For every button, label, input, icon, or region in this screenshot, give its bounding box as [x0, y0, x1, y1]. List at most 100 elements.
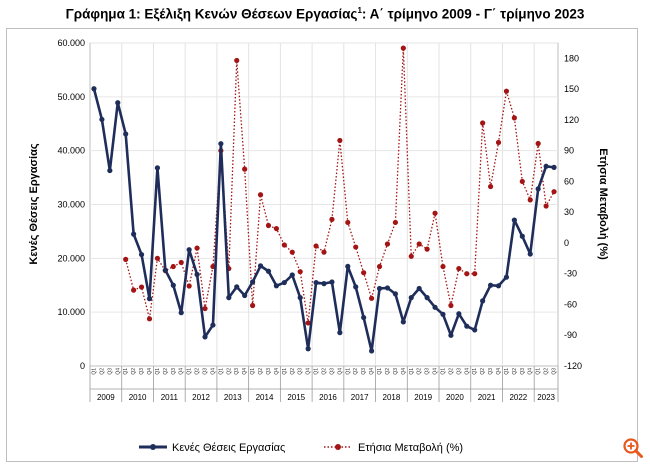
vacancies-point	[107, 167, 113, 174]
change-point	[297, 269, 303, 275]
right-tick-label: 0	[564, 238, 569, 248]
change-point	[361, 270, 367, 276]
year-label: 2013	[224, 393, 242, 402]
vacancies-point	[432, 304, 438, 310]
quarter-tick-label: Q1	[250, 368, 256, 375]
change-point	[265, 222, 272, 229]
change-point	[345, 219, 351, 226]
vacancies-point	[472, 327, 478, 333]
change-point	[424, 246, 430, 252]
legend: Κενές Θέσεις Εργασίας Ετήσια Μεταβολή (%…	[139, 442, 463, 454]
quarter-tick-label: Q4	[433, 368, 439, 375]
quarter-tick-label: Q2	[131, 368, 137, 375]
quarter-tick-label: Q4	[306, 368, 312, 375]
year-label: 2017	[351, 393, 369, 402]
change-point	[273, 225, 280, 232]
vacancies-point	[551, 164, 557, 170]
year-label: 2011	[161, 393, 179, 402]
vacancies-point	[408, 295, 414, 301]
right-tick-label: -90	[564, 330, 577, 340]
vacancies-point	[503, 274, 510, 280]
change-point	[416, 241, 422, 247]
quarter-tick-label: Q4	[242, 368, 248, 375]
quarter-tick-label: Q3	[234, 368, 240, 375]
year-label: 2016	[319, 393, 337, 402]
x-axis: 2009 2010 2011 2012 2013 2014 2015 2016 2017 2018…	[89, 366, 559, 402]
quarter-tick-label: Q3	[393, 368, 399, 375]
change-point	[464, 271, 470, 277]
vacancies-point	[218, 141, 224, 147]
change-point	[242, 166, 248, 172]
vacancies-point	[353, 284, 359, 290]
change-point	[154, 255, 161, 261]
change-point	[289, 249, 295, 255]
quarter-tick-label: Q2	[226, 368, 232, 375]
vacancies-point	[480, 298, 486, 304]
year-label: 2021	[478, 393, 496, 402]
quarter-tick-label: Q4	[115, 368, 121, 375]
quarter-tick-label: Q1	[91, 368, 97, 375]
vacancies-point	[234, 284, 240, 290]
vacancies-point	[91, 86, 97, 92]
vacancies-point	[194, 271, 200, 278]
vacancies-point	[242, 292, 248, 299]
vacancies-point	[527, 251, 533, 257]
change-point	[527, 197, 533, 203]
right-tick-label: 60	[564, 176, 574, 186]
series-annual-change	[123, 45, 557, 326]
quarter-tick-label: Q2	[353, 368, 359, 375]
legend-marker-change	[335, 444, 341, 450]
change-point	[456, 265, 462, 272]
zoom-in-icon[interactable]	[622, 437, 644, 459]
quarter-tick-label: Q1	[345, 368, 351, 375]
vacancies-point	[448, 332, 454, 338]
year-label: 2010	[129, 393, 147, 402]
vacancies-point	[115, 100, 121, 106]
quarter-tick-label: Q3	[361, 368, 367, 375]
change-point	[281, 242, 287, 248]
change-point	[551, 189, 557, 195]
left-tick-label: 60.000	[57, 38, 85, 48]
vacancies-point	[384, 285, 391, 291]
quarter-tick-label: Q1	[504, 368, 510, 375]
quarter-tick-label: Q2	[385, 368, 391, 375]
change-point	[368, 295, 375, 301]
vacancies-point	[281, 279, 287, 286]
change-point	[480, 120, 486, 126]
vacancies-point	[297, 295, 303, 301]
left-tick-label: 50.000	[57, 92, 85, 102]
change-point	[408, 253, 414, 259]
right-axis-ticks: -120 -90 -60 -30 0 30 60 90 120 150 180	[564, 53, 582, 371]
change-point	[194, 245, 200, 251]
quarter-tick-label: Q4	[147, 368, 153, 375]
vacancies-point	[321, 281, 327, 287]
year-label: 2015	[287, 393, 305, 402]
vacancies-point	[337, 330, 343, 336]
change-point	[123, 256, 129, 262]
vacancies-point	[416, 285, 422, 292]
quarter-tick-label: Q4	[496, 368, 502, 375]
vacancies-point	[376, 285, 383, 292]
change-point	[503, 88, 510, 94]
quarter-tick-label: Q2	[99, 368, 105, 375]
quarter-tick-label: Q1	[282, 368, 288, 375]
vacancies-point	[361, 314, 367, 321]
quarter-tick-label: Q4	[210, 368, 216, 375]
vacancies-point	[123, 131, 129, 137]
change-point	[392, 219, 398, 226]
right-tick-label: 150	[564, 84, 579, 94]
vacancies-point	[543, 163, 549, 169]
vacancies-point	[487, 282, 494, 288]
vacancies-point	[511, 217, 517, 223]
change-point	[448, 302, 454, 309]
left-axis-ticks: 0 10.000 20.000 30.000 40.000 50.000 60.000	[57, 38, 85, 371]
vacancies-point	[424, 295, 430, 301]
right-tick-label: 180	[564, 53, 579, 63]
vacancies-point	[392, 291, 398, 297]
left-tick-label: 40.000	[57, 146, 85, 156]
change-point	[146, 316, 153, 322]
legend-label-change: Ετήσια Μεταβολή (%)	[358, 442, 463, 454]
legend-marker-vacancies	[150, 444, 156, 450]
quarter-tick-label: Q2	[417, 368, 423, 375]
quarter-tick-label: Q2	[544, 368, 550, 375]
